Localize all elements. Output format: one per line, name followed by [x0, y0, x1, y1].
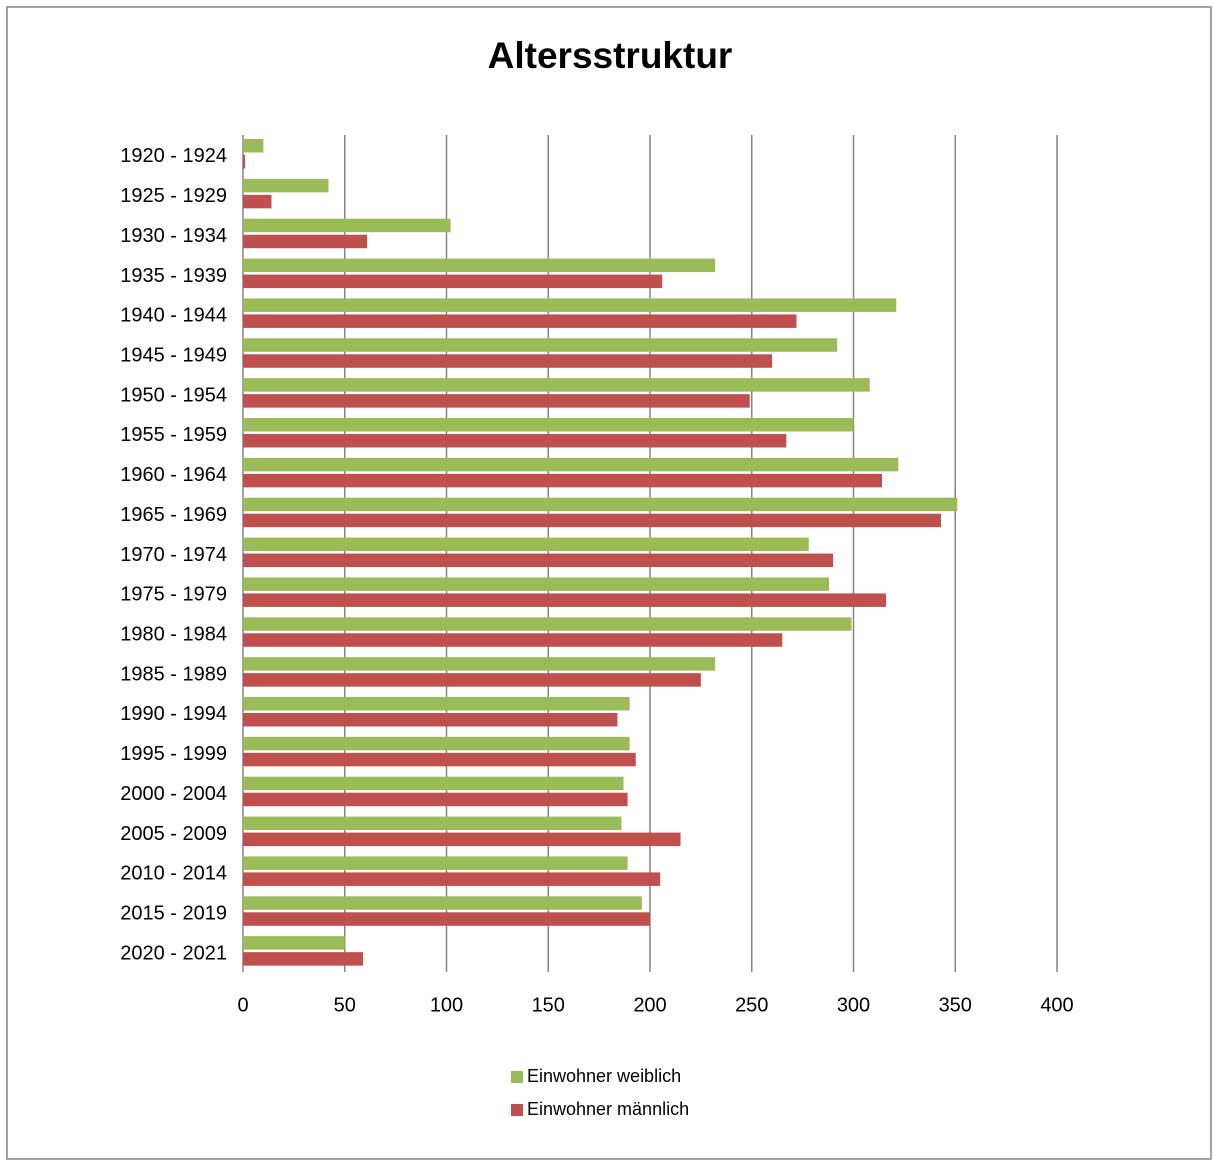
legend-label: Einwohner weiblich — [527, 1066, 681, 1086]
bar — [243, 912, 650, 926]
bar — [243, 155, 246, 169]
bar — [243, 633, 783, 647]
bar — [243, 617, 852, 631]
bar — [243, 537, 809, 552]
bar — [243, 394, 750, 408]
bar — [243, 434, 787, 448]
bar — [243, 736, 630, 751]
y-tick-label: 1945 - 1949 — [120, 344, 227, 366]
y-tick-label: 1990 - 1994 — [120, 703, 227, 725]
y-tick-label: 1965 - 1969 — [120, 504, 227, 526]
x-tick-label: 200 — [633, 994, 666, 1016]
bar — [243, 234, 368, 249]
bar — [243, 697, 630, 711]
bar — [243, 194, 272, 209]
x-tick-label: 0 — [237, 994, 248, 1016]
bar — [243, 513, 942, 528]
y-tick-label: 1960 - 1964 — [120, 464, 227, 486]
bar — [243, 792, 628, 807]
y-tick-label: 2010 - 2014 — [120, 863, 227, 885]
y-tick-label: 2015 - 2019 — [120, 902, 227, 924]
bar — [243, 713, 618, 727]
chart-title: Altersstruktur — [488, 35, 733, 76]
y-tick-label: 1925 - 1929 — [120, 185, 227, 207]
bar — [243, 936, 345, 950]
y-tick-label: 1985 - 1989 — [120, 663, 227, 685]
bar — [243, 497, 958, 512]
x-tick-label: 400 — [1040, 994, 1073, 1016]
y-tick-label: 1970 - 1974 — [120, 544, 227, 566]
y-tick-label: 1920 - 1924 — [120, 145, 227, 167]
x-tick-label: 100 — [430, 994, 463, 1016]
bar — [243, 776, 624, 791]
bar — [243, 338, 838, 352]
y-tick-label: 1980 - 1984 — [120, 623, 227, 645]
y-tick-label: 1955 - 1959 — [120, 424, 227, 446]
bar — [243, 178, 329, 193]
x-tick-label: 150 — [532, 994, 565, 1016]
y-tick-label: 2000 - 2004 — [120, 783, 227, 805]
legend-swatch — [511, 1071, 523, 1083]
y-tick-label: 1995 - 1999 — [120, 743, 227, 765]
bar — [243, 673, 701, 687]
bar — [243, 657, 716, 671]
y-tick-label: 1930 - 1934 — [120, 225, 227, 247]
x-tick-label: 250 — [735, 994, 768, 1016]
bar — [243, 593, 887, 607]
y-tick-label: 1935 - 1939 — [120, 265, 227, 287]
y-tick-label: 1975 - 1979 — [120, 584, 227, 606]
bar — [243, 832, 681, 847]
x-tick-label: 350 — [939, 994, 972, 1016]
y-tick-label: 2005 - 2009 — [120, 823, 227, 845]
bar — [243, 872, 661, 886]
bar — [243, 856, 628, 870]
legend-label: Einwohner männlich — [527, 1099, 689, 1119]
bar — [243, 952, 364, 966]
bar — [243, 473, 882, 488]
bar — [243, 378, 870, 392]
bar — [243, 218, 451, 233]
x-tick-label: 300 — [837, 994, 870, 1016]
bar — [243, 457, 899, 472]
bar — [243, 139, 264, 153]
bar — [243, 816, 622, 831]
y-tick-label: 1950 - 1954 — [120, 384, 227, 406]
bar — [243, 553, 834, 568]
bar — [243, 752, 636, 767]
bar — [243, 298, 897, 312]
bar — [243, 314, 797, 328]
bar — [243, 896, 642, 910]
x-tick-label: 50 — [334, 994, 356, 1016]
y-tick-label: 2020 - 2021 — [120, 942, 227, 964]
y-tick-label: 1940 - 1944 — [120, 305, 227, 327]
bar — [243, 418, 854, 432]
bar — [243, 258, 716, 273]
legend-swatch — [511, 1104, 523, 1116]
bar — [243, 577, 830, 591]
bar — [243, 354, 773, 368]
bar — [243, 274, 663, 289]
